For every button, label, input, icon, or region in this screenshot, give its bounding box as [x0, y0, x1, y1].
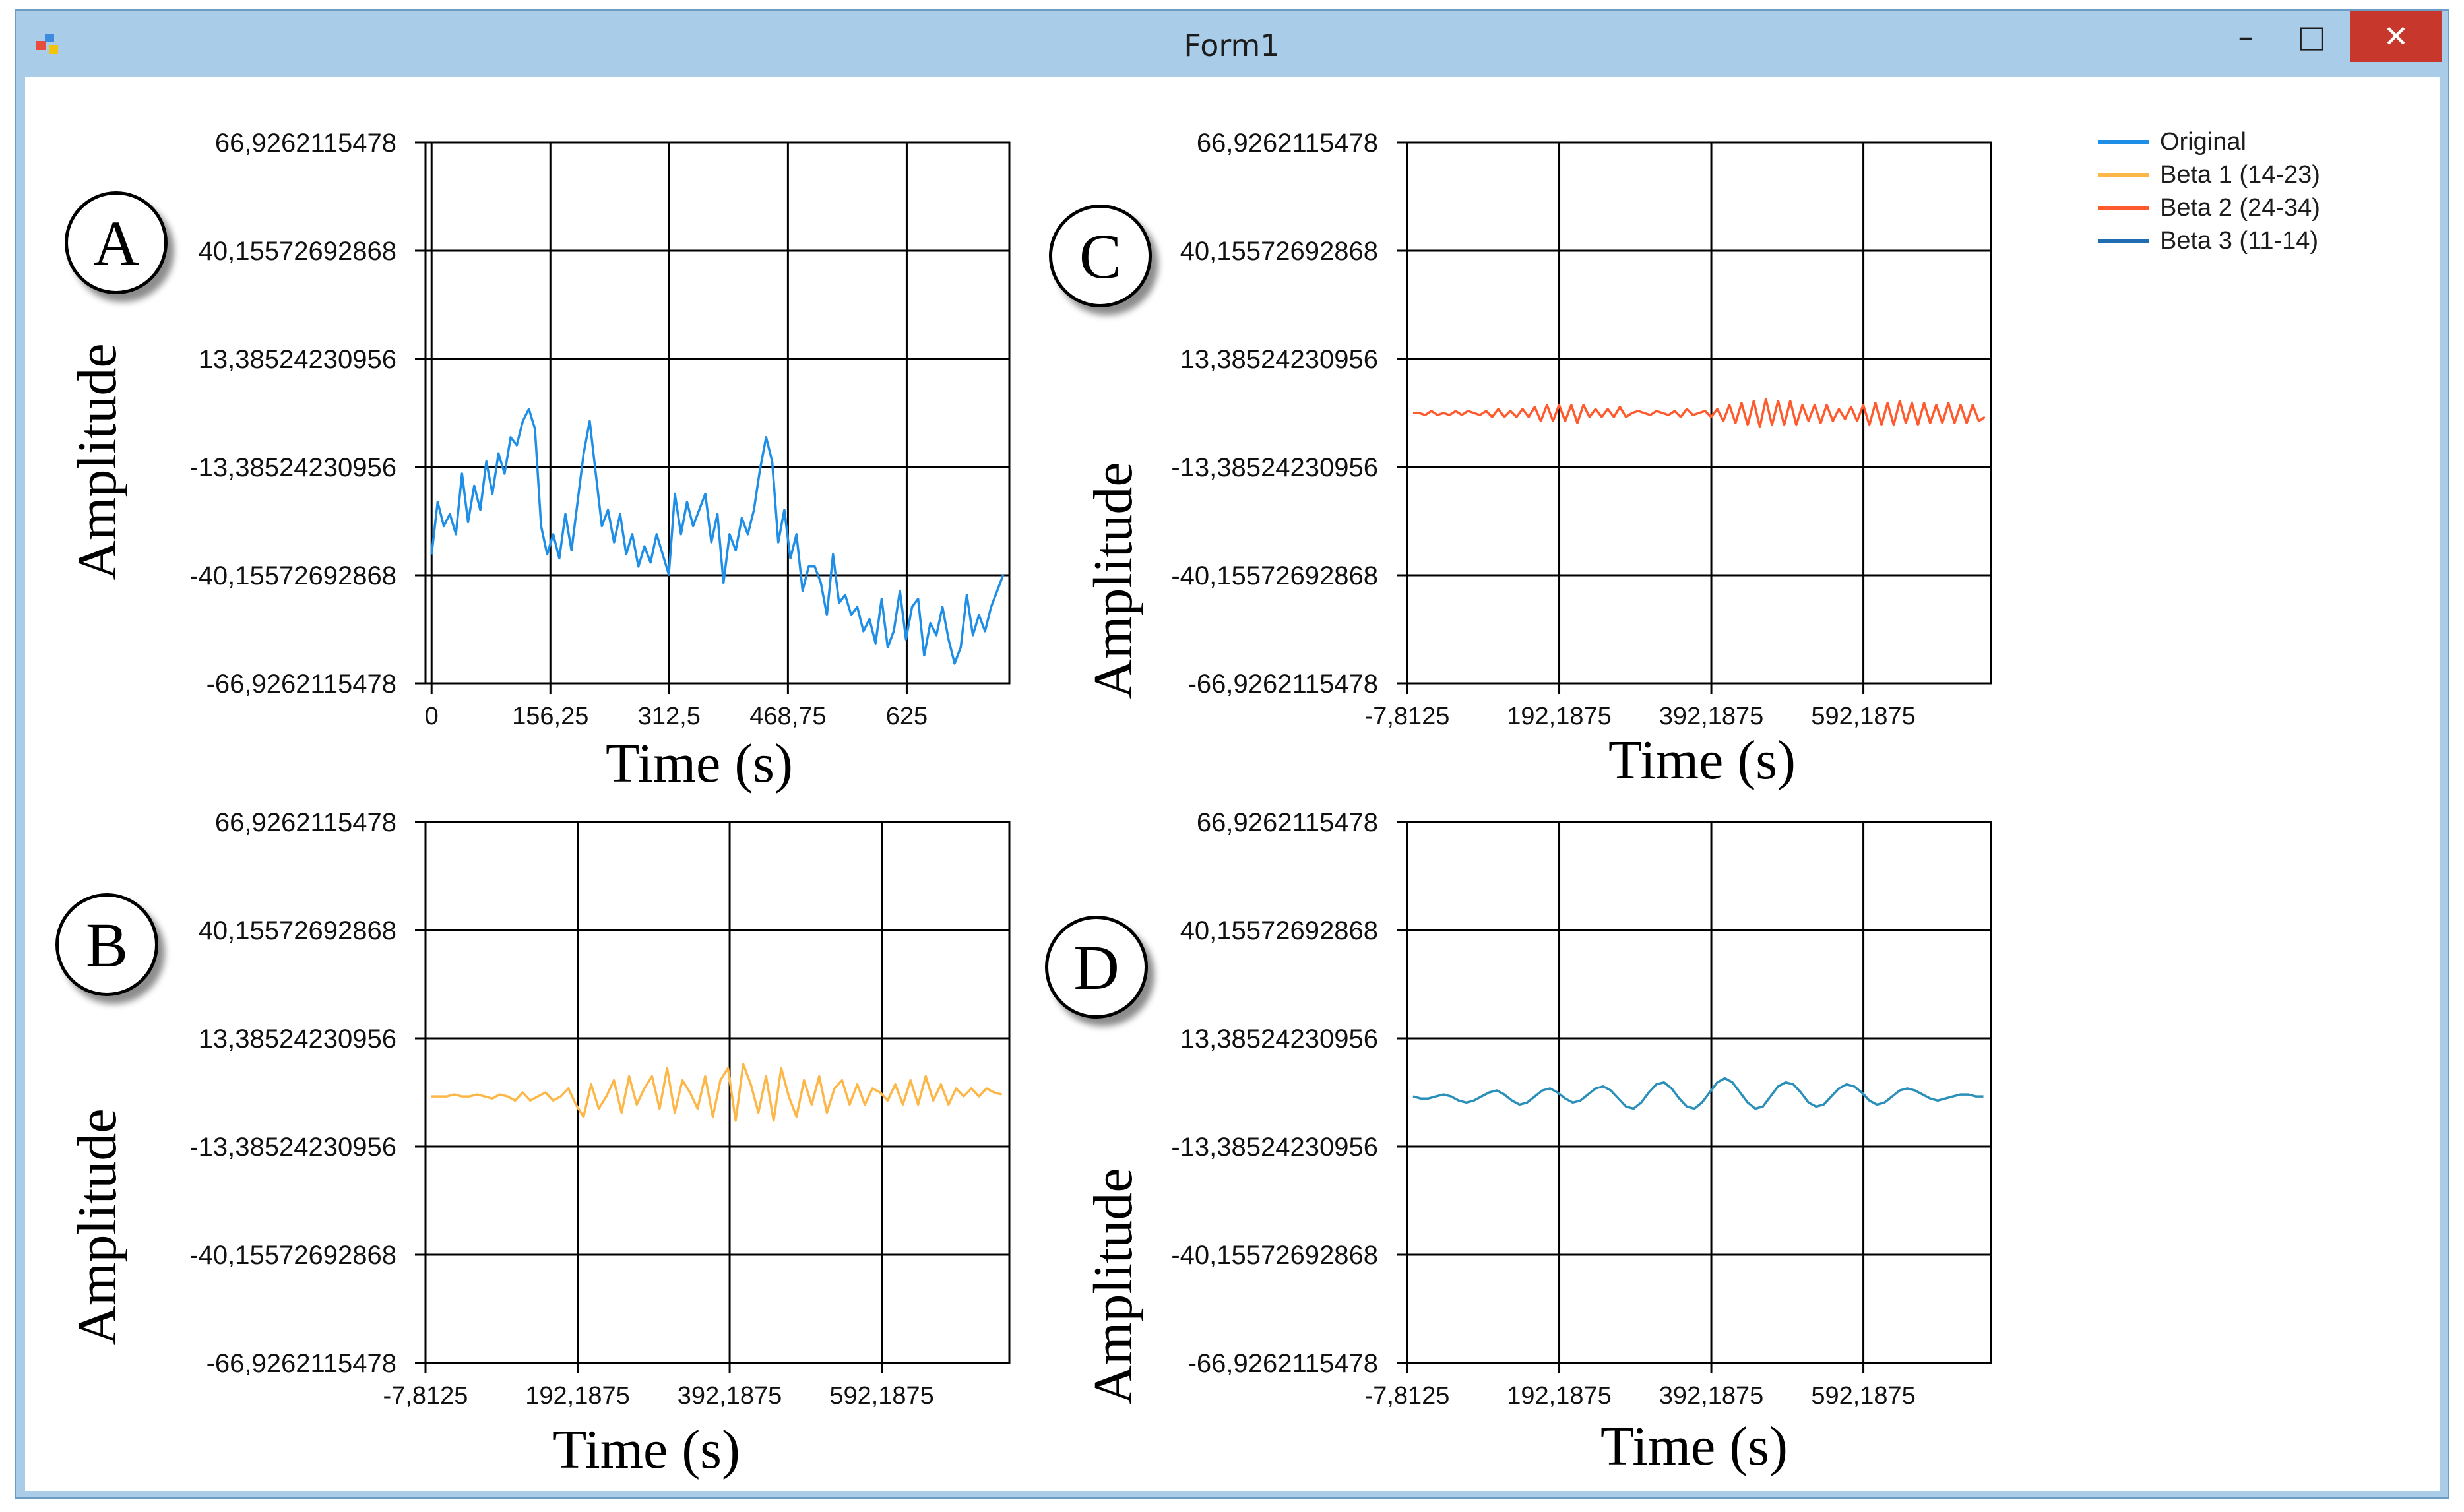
chart-b-ylabel: Amplitude — [67, 1108, 128, 1345]
chart-c-xtick-label: -7,8125 — [1365, 703, 1450, 730]
chart-c-ytick-label: -13,38524230956 — [1171, 453, 1378, 482]
chart-c-ytick-label: 13,38524230956 — [1180, 345, 1378, 374]
chart-c-frame — [1406, 141, 1992, 685]
chart-d-xlabel: Time (s) — [1600, 1416, 1788, 1477]
chart-b-xtick-label: -7,8125 — [383, 1382, 468, 1410]
panel-badge-d: D — [1045, 916, 1148, 1019]
chart-a-ytick-label: -66,9262115478 — [206, 670, 396, 699]
legend-swatch-original — [2098, 140, 2149, 144]
legend-item-original: Original — [2098, 125, 2320, 158]
chart-d-ytick-label: 13,38524230956 — [1180, 1024, 1378, 1054]
chart-c-series-line — [1413, 397, 1986, 429]
panel-badge-c: C — [1049, 205, 1152, 307]
chart-d-xtick-label: -7,8125 — [1365, 1382, 1450, 1410]
panel-badge-b: B — [55, 893, 158, 996]
legend-item-beta1: Beta 1 (14-23) — [2098, 158, 2320, 191]
chart-d-xtick-label: 592,1875 — [1811, 1382, 1916, 1410]
panel-badge-a: A — [65, 191, 168, 294]
maximize-button[interactable]: □ — [2297, 18, 2326, 54]
chart-b-ytick-label: -13,38524230956 — [189, 1133, 396, 1162]
close-button[interactable]: ✕ — [2350, 11, 2442, 62]
chart-b-ytick-label: 66,9262115478 — [215, 808, 396, 837]
chart-b-ytick-label: -40,15572692868 — [189, 1241, 396, 1270]
chart-a-ytick-label: 13,38524230956 — [199, 345, 396, 374]
chart-c-xtick-label: 192,1875 — [1507, 703, 1612, 730]
chart-c-ytick-label: -66,9262115478 — [1188, 670, 1378, 699]
legend-swatch-beta2 — [2098, 206, 2149, 210]
chart-d-xtick-label: 192,1875 — [1507, 1382, 1612, 1410]
chart-a-frame — [424, 141, 1011, 685]
minimize-button[interactable]: – — [2238, 18, 2254, 54]
chart-a-ylabel: Amplitude — [67, 343, 128, 580]
chart-d-series-line — [1412, 1077, 1984, 1110]
chart-b-series-line — [431, 1063, 1002, 1122]
legend-label-original: Original — [2160, 127, 2246, 156]
chart-b-xtick-label: 392,1875 — [678, 1382, 782, 1410]
legend-item-beta3: Beta 3 (11-14) — [2098, 224, 2320, 257]
chart-a-ytick-label: 66,9262115478 — [215, 129, 396, 158]
legend-label-beta3: Beta 3 (11-14) — [2160, 226, 2319, 255]
window-title: Form1 — [1184, 28, 1280, 63]
chart-a-xlabel: Time (s) — [606, 733, 793, 794]
title-bar[interactable]: Form1 – □ ✕ — [16, 11, 2448, 77]
chart-d-ytick-label: -66,9262115478 — [1188, 1349, 1378, 1378]
chart-c-xlabel: Time (s) — [1608, 730, 1796, 791]
chart-a-series-line — [430, 408, 1005, 665]
app-window: Form1 – □ ✕ — [15, 9, 2449, 1499]
chart-b-xtick-label: 592,1875 — [829, 1382, 934, 1410]
chart-a-ytick-label: 40,15572692868 — [199, 237, 396, 266]
chart-c-ylabel: Amplitude — [1083, 462, 1144, 699]
chart-a-xtick-label: 625 — [886, 703, 928, 730]
chart-b-xtick-label: 192,1875 — [525, 1382, 630, 1410]
chart-a-xtick-label: 468,75 — [749, 703, 826, 730]
chart-c-ytick-label: -40,15572692868 — [1171, 561, 1378, 590]
chart-a-ytick-label: -13,38524230956 — [189, 453, 396, 482]
legend-label-beta2: Beta 2 (24-34) — [2160, 193, 2320, 222]
chart-b-xlabel: Time (s) — [553, 1419, 740, 1480]
chart-a-ytick-label: -40,15572692868 — [189, 561, 396, 590]
chart-b-ytick-label: -66,9262115478 — [206, 1349, 396, 1378]
chart-a-xtick-label: 156,25 — [512, 703, 588, 730]
chart-d-frame — [1406, 821, 1992, 1364]
chart-b-ytick-label: 40,15572692868 — [199, 916, 396, 945]
legend-swatch-beta1 — [2098, 173, 2149, 177]
chart-d-ytick-label: -40,15572692868 — [1171, 1241, 1378, 1270]
legend-label-beta1: Beta 1 (14-23) — [2160, 160, 2320, 189]
chart-d-ytick-label: 66,9262115478 — [1197, 808, 1378, 837]
chart-b-ytick-label: 13,38524230956 — [199, 1024, 396, 1054]
chart-a-xtick-label: 312,5 — [638, 703, 701, 730]
chart-d-ytick-label: -13,38524230956 — [1171, 1133, 1378, 1162]
chart-c-ytick-label: 66,9262115478 — [1197, 129, 1378, 158]
legend: Original Beta 1 (14-23) Beta 2 (24-34) B… — [2098, 125, 2320, 257]
chart-c-xtick-label: 592,1875 — [1811, 703, 1916, 730]
chart-c-ytick-label: 40,15572692868 — [1180, 237, 1378, 266]
form-app-icon — [36, 34, 58, 54]
chart-d-xtick-label: 392,1875 — [1659, 1382, 1764, 1410]
chart-d-ytick-label: 40,15572692868 — [1180, 916, 1378, 945]
legend-item-beta2: Beta 2 (24-34) — [2098, 191, 2320, 224]
chart-d-ylabel: Amplitude — [1083, 1168, 1144, 1404]
legend-swatch-beta3 — [2098, 239, 2149, 243]
chart-c-xtick-label: 392,1875 — [1659, 703, 1764, 730]
chart-a-xtick-label: 0 — [425, 703, 439, 730]
chart-b-frame — [424, 821, 1011, 1364]
